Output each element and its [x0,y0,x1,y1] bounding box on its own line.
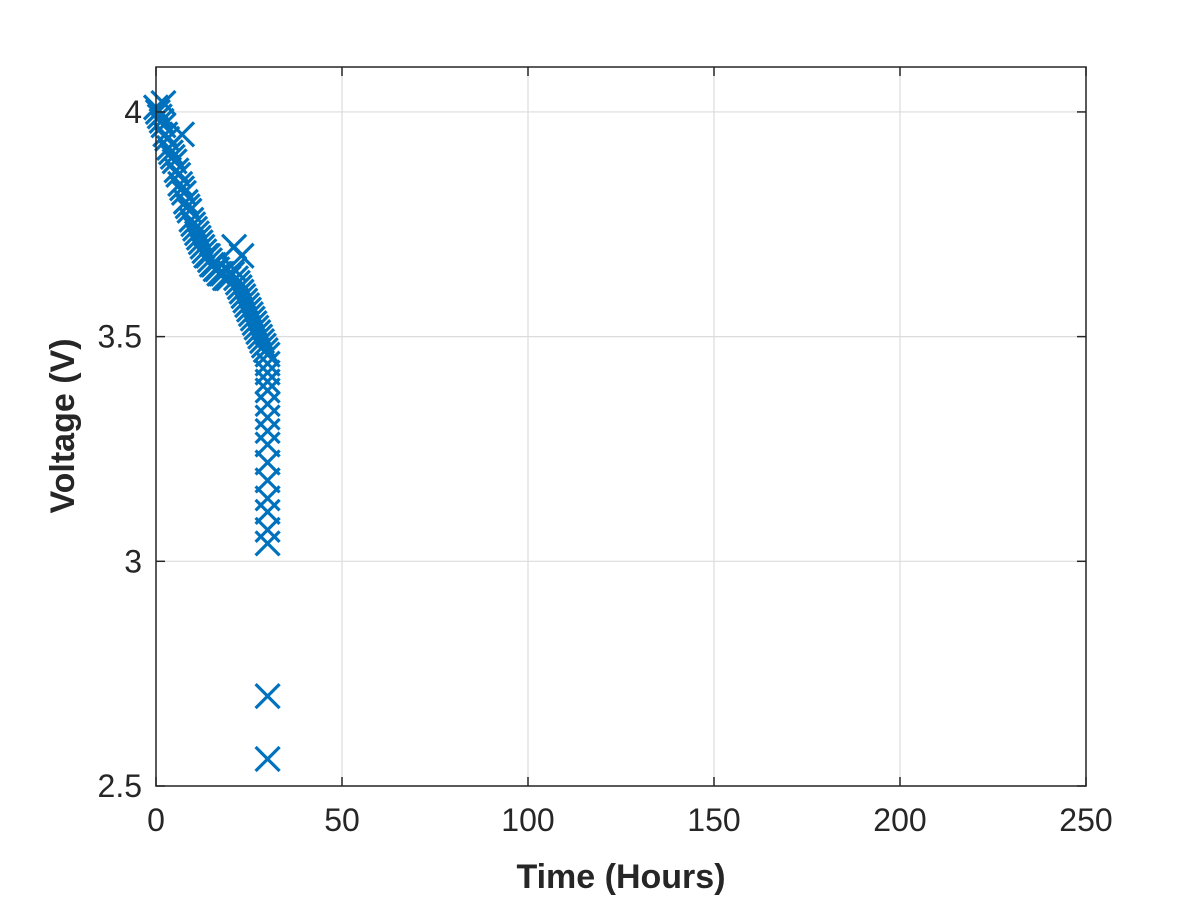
data-point-marker [230,283,257,310]
data-point-marker [239,305,266,332]
x-tick-label: 50 [324,802,360,838]
y-tick-label: 3.5 [98,319,142,355]
data-point-marker [178,206,205,233]
x-tick-label: 250 [1059,802,1112,838]
y-tick-label: 3 [124,543,142,579]
data-point-marker [226,274,253,301]
data-point-marker [247,323,274,350]
data-point-marker [254,377,281,404]
data-point-marker [183,220,211,247]
data-point-marker [243,314,270,341]
data-point-marker [254,745,281,773]
data-point-marker [224,269,251,296]
data-point-marker [254,417,281,445]
data-point-marker [172,188,199,215]
y-axis-title: Voltage (V) [44,338,82,513]
data-point-marker [254,516,281,543]
data-point-marker [254,485,281,512]
y-tick-label: 2.5 [98,768,142,804]
y-tick-labels: 2.5 3 3.5 4 [98,94,142,804]
data-point-marker [237,301,264,328]
data-point-marker [234,292,261,319]
data-point-marker [228,242,255,269]
data-point-marker [228,278,255,305]
data-point-marker [232,287,259,314]
y-tick-label: 4 [124,94,142,130]
data-point-marker [180,211,207,238]
x-tick-labels: 0 50 100 150 200 250 [147,802,1113,838]
grid-lines [155,67,1087,787]
data-point-marker [157,139,185,166]
data-point-marker [168,121,196,148]
tick-marks [155,67,1087,787]
data-point-marker [254,404,281,431]
data-point-marker [245,318,272,346]
data-point-marker [167,170,194,197]
data-point-marker [254,682,281,710]
x-tick-label: 150 [687,802,740,838]
data-point-marker [254,368,281,395]
data-point-marker [222,265,250,292]
data-point-marker [254,390,281,418]
x-axis-title: Time (Hours) [516,858,725,896]
data-points [142,89,281,773]
x-tick-label: 100 [501,802,554,838]
data-point-marker [185,224,212,251]
data-point-marker [235,296,263,323]
data-point-marker [187,229,214,256]
x-tick-label: 200 [873,802,926,838]
data-point-marker [241,310,268,337]
data-point-marker [181,215,209,242]
data-point-marker [254,530,281,557]
data-point-marker [248,327,276,355]
x-tick-label: 0 [147,802,165,838]
axes-box [155,66,1087,787]
